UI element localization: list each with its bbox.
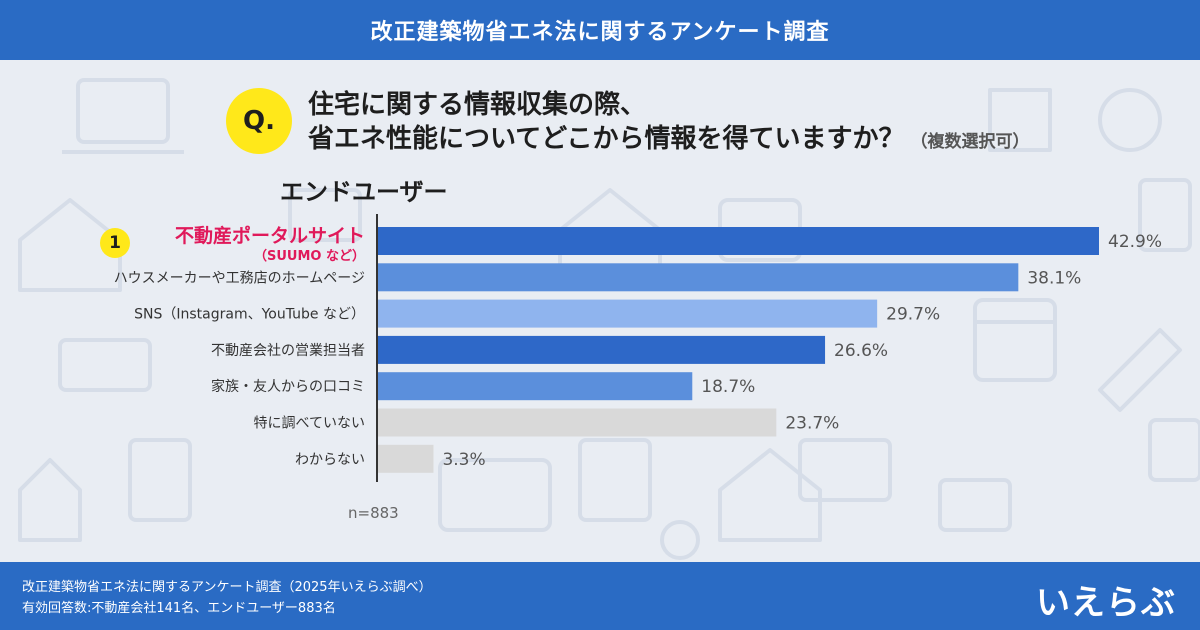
bar-value-label-0: 42.9% [1108,232,1162,252]
footer-respondents-line: 有効回答数:不動産会社141名、エンドユーザー883名 [22,601,336,616]
bar-value-label-5: 23.7% [785,414,839,434]
rank-badge: 1 [100,228,130,258]
question-line-2-text: 省エネ性能についてどこから情報を得ていますか？ [308,124,905,154]
bar-0 [378,227,1099,255]
category-label-4: 家族・友人からの口コミ [211,378,365,395]
question-mark-badge: Q. [226,88,292,154]
category-label-3: 不動産会社の営業担当者 [211,343,365,359]
question-note: （複数選択可） [910,132,1030,152]
category-label-1: ハウスメーカーや工務店のホームページ [114,270,365,286]
bar-6 [378,444,434,473]
category-subtitle-0: （SUUMO など） [254,248,365,264]
bar-4 [378,372,693,401]
category-label-0: 不動産ポータルサイト [175,224,365,247]
brand-logo: いえらぶ [1036,583,1176,623]
bar-value-label-3: 26.6% [834,341,888,361]
page-header: 改正建築物省エネ法に関するアンケート調査 [0,0,1200,60]
category-label-2: SNS（Instagram、YouTube など） [134,307,365,323]
bar-value-label-1: 38.1% [1027,268,1081,288]
header-title: 改正建築物省エネ法に関するアンケート調査 [370,20,830,45]
bar-1 [378,263,1019,292]
category-label-5: 特に調べていない [254,416,365,432]
bar-2 [378,299,878,328]
category-label-6: わからない [295,452,365,468]
sample-size-label: n=883 [348,504,399,522]
footer-source-line: 改正建築物省エネ法に関するアンケート調査（2025年いえらぶ調べ） [22,580,432,595]
bar-value-label-4: 18.7% [701,377,755,397]
bar-value-label-2: 29.7% [886,305,940,325]
page-footer: 改正建築物省エネ法に関するアンケート調査（2025年いえらぶ調べ） 有効回答数:… [0,562,1200,630]
bar-value-label-6: 3.3% [442,450,485,470]
segment-label: エンドユーザー [280,178,448,206]
question-line-2: 省エネ性能についてどこから情報を得ていますか？ （複数選択可） [308,118,1029,155]
bar-5 [378,408,777,437]
question-line-1: 住宅に関する情報収集の際、 [308,90,647,120]
bar-3 [378,335,826,364]
